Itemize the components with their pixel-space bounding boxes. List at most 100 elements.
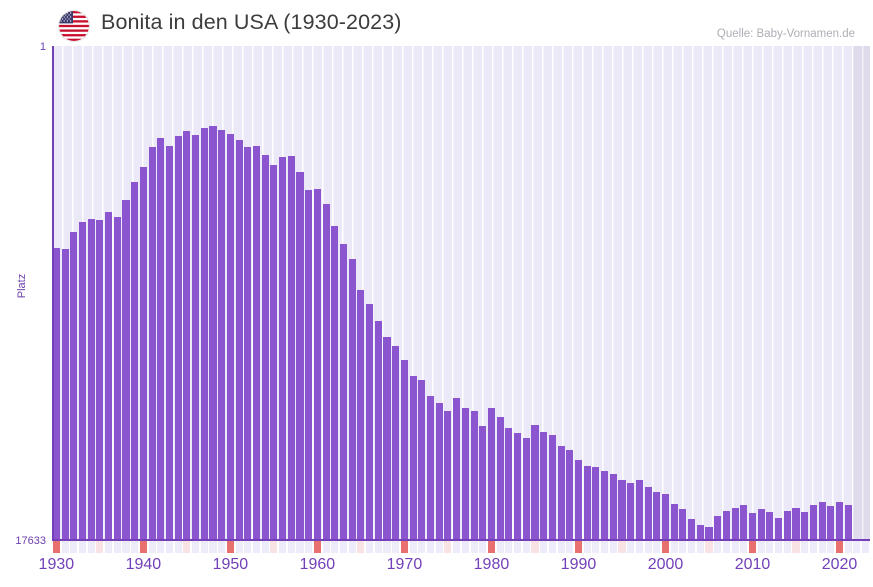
x-tick-major [139, 541, 147, 553]
bar [679, 509, 687, 541]
x-tick [862, 541, 870, 553]
bar [731, 507, 739, 541]
bar [174, 135, 182, 541]
bar [766, 512, 774, 541]
x-axis-tick-label: 2000 [647, 556, 684, 573]
bar [496, 416, 504, 541]
x-tick [409, 541, 417, 553]
x-tick [583, 541, 591, 553]
x-tick [775, 541, 783, 553]
y-axis-title: Platz [16, 273, 28, 299]
x-tick [644, 541, 652, 553]
bar [357, 290, 365, 541]
bar [514, 433, 522, 541]
x-tick [818, 541, 826, 553]
x-tick [87, 541, 95, 553]
bar [296, 171, 304, 541]
bar [609, 474, 617, 541]
x-tick [557, 541, 565, 553]
bar [444, 410, 452, 541]
x-tick [696, 541, 704, 553]
x-tick [296, 541, 304, 553]
x-tick [209, 541, 217, 553]
bar [348, 259, 356, 541]
x-tick [505, 541, 513, 553]
x-axis-tick-strip [52, 541, 870, 553]
bar [844, 504, 852, 541]
x-tick [470, 541, 478, 553]
bar [757, 509, 765, 541]
us-flag-icon [59, 11, 89, 41]
x-tick [339, 541, 348, 553]
x-tick [148, 541, 156, 553]
x-tick [418, 541, 426, 553]
bar [435, 402, 443, 541]
x-tick [366, 541, 374, 553]
x-tick-major [487, 541, 495, 553]
x-tick [374, 541, 382, 553]
x-tick [235, 541, 243, 553]
x-tick [714, 541, 722, 553]
x-tick [592, 541, 600, 553]
x-axis-tick-label: 1940 [125, 556, 162, 573]
y-axis-bottom-label: 17633 [15, 535, 46, 547]
x-tick-major [661, 541, 670, 553]
x-tick [70, 541, 78, 553]
bar [409, 375, 417, 541]
page-title: Bonita in den USA (1930-2023) [101, 10, 402, 34]
x-axis-tick-label: 1990 [560, 556, 597, 573]
bar [627, 482, 635, 541]
bar [461, 408, 469, 541]
x-tick-minor [531, 541, 539, 553]
x-tick [522, 541, 530, 553]
bar [157, 138, 165, 541]
bar [522, 437, 530, 541]
bar [618, 479, 626, 541]
bar [261, 154, 269, 541]
x-tick [740, 541, 748, 553]
bar [601, 471, 609, 541]
bar [583, 465, 591, 541]
bar [418, 380, 426, 541]
x-tick [783, 541, 791, 553]
x-tick-major [400, 541, 408, 553]
x-tick [305, 541, 313, 553]
x-tick [287, 541, 295, 553]
x-tick [461, 541, 469, 553]
bar [235, 140, 243, 541]
x-tick [670, 541, 678, 553]
bar [705, 527, 713, 541]
bar [122, 199, 130, 541]
x-tick [627, 541, 635, 553]
bar [531, 424, 539, 541]
x-tick [548, 541, 556, 553]
x-axis-tick-label: 1930 [38, 556, 75, 573]
bar [383, 336, 391, 541]
x-tick-minor [444, 541, 452, 553]
x-tick [165, 541, 174, 553]
x-axis-tick-label: 1980 [473, 556, 510, 573]
bar [374, 321, 382, 541]
bar [653, 492, 661, 541]
bar [470, 410, 478, 541]
x-tick [722, 541, 730, 553]
x-tick [331, 541, 339, 553]
source-attribution: Quelle: Baby-Vornamen.de [716, 28, 855, 40]
x-tick [192, 541, 200, 553]
bar [748, 513, 757, 541]
bar [479, 426, 487, 541]
x-tick [383, 541, 391, 553]
bar [52, 248, 60, 541]
bar [96, 220, 104, 541]
bar [400, 360, 408, 541]
x-tick-major [835, 541, 844, 553]
bar [548, 434, 556, 541]
bar [139, 166, 147, 541]
bar [226, 134, 234, 541]
x-tick [496, 541, 504, 553]
x-tick [601, 541, 609, 553]
x-tick [566, 541, 574, 553]
x-tick-major [226, 541, 234, 553]
x-tick-major [748, 541, 757, 553]
bar [270, 164, 278, 541]
